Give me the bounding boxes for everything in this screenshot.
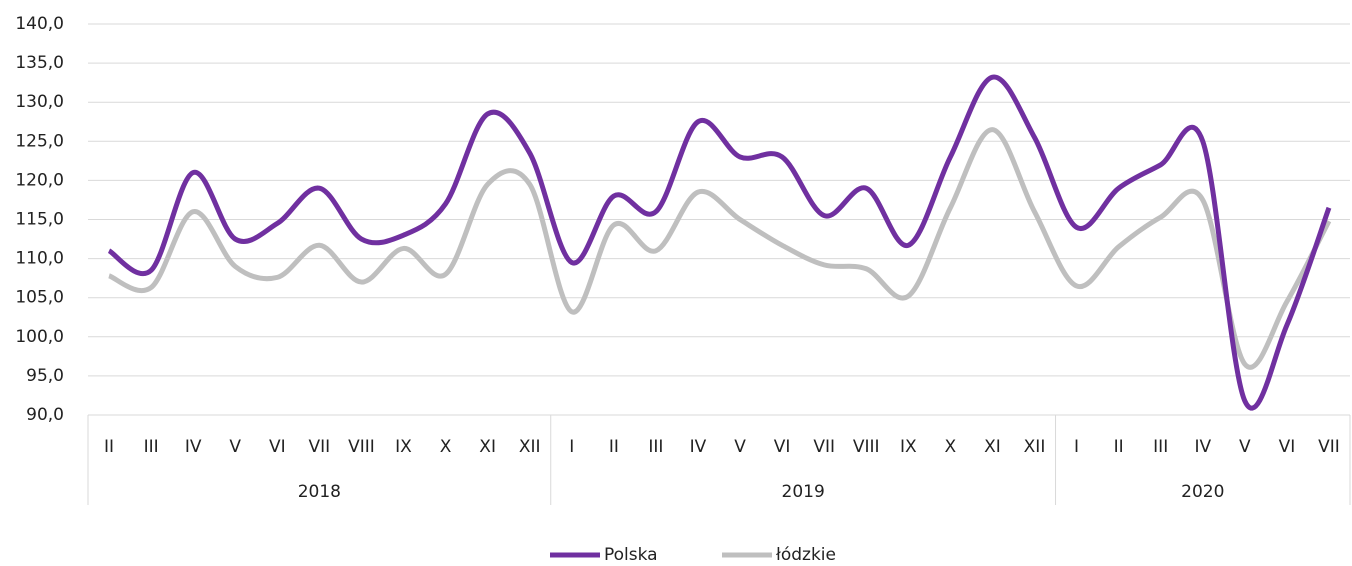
x-tick-label: XII: [1024, 437, 1046, 457]
series-line: [107, 74, 1332, 411]
x-tick-label: XI: [984, 437, 1001, 457]
x-tick-label: VIII: [853, 437, 880, 457]
series-line: [108, 127, 1332, 370]
legend-label: Polska: [604, 545, 658, 565]
x-tick-label: IX: [900, 437, 917, 457]
y-tick-label: 140,0: [15, 14, 64, 34]
x-tick-label: X: [945, 437, 957, 457]
x-tick-label: VI: [774, 437, 791, 457]
y-tick-label: 100,0: [15, 327, 64, 347]
legend-label: łódzkie: [776, 545, 836, 565]
x-tick-label: V: [1239, 437, 1251, 457]
x-tick-label: III: [648, 437, 663, 457]
x-tick-label: IX: [395, 437, 412, 457]
x-tick-label: VIII: [348, 437, 375, 457]
x-group-label: 2018: [298, 482, 341, 502]
x-tick-label: II: [1114, 437, 1124, 457]
x-tick-label: III: [144, 437, 159, 457]
x-tick-label: VII: [309, 437, 331, 457]
x-tick-label: II: [104, 437, 114, 457]
y-tick-label: 115,0: [15, 210, 64, 230]
x-group-label: 2020: [1181, 482, 1224, 502]
x-tick-label: X: [440, 437, 452, 457]
x-group-label: 2019: [782, 482, 825, 502]
y-tick-label: 95,0: [26, 366, 64, 386]
y-tick-label: 105,0: [15, 288, 64, 308]
x-tick-label: VI: [1279, 437, 1296, 457]
y-tick-label: 125,0: [15, 131, 64, 151]
x-tick-label: VII: [1318, 437, 1340, 457]
y-tick-label: 130,0: [15, 92, 64, 112]
x-tick-label: II: [609, 437, 619, 457]
y-tick-label: 110,0: [15, 249, 64, 269]
x-tick-label: V: [734, 437, 746, 457]
x-tick-label: VI: [269, 437, 286, 457]
x-tick-label: IV: [690, 437, 707, 457]
y-tick-label: 120,0: [15, 170, 64, 190]
x-tick-label: V: [229, 437, 241, 457]
y-tick-label: 135,0: [15, 53, 64, 73]
y-tick-label: 90,0: [26, 405, 64, 425]
x-tick-label: XI: [479, 437, 496, 457]
x-tick-label: III: [1153, 437, 1168, 457]
x-tick-label: I: [1074, 437, 1079, 457]
x-tick-label: IV: [185, 437, 202, 457]
x-tick-label: VII: [813, 437, 835, 457]
x-tick-label: XII: [519, 437, 541, 457]
x-tick-label: I: [569, 437, 574, 457]
x-tick-label: IV: [1194, 437, 1211, 457]
